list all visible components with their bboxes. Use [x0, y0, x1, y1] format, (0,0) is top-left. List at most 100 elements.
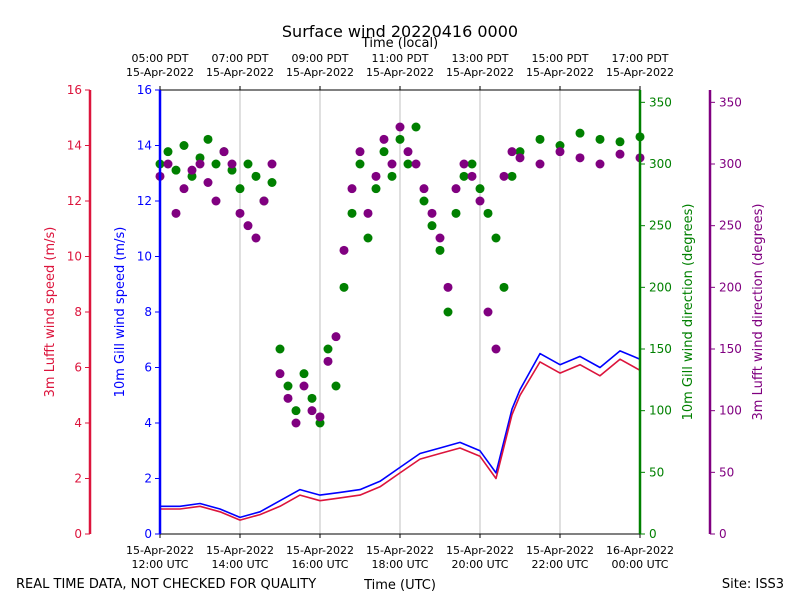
- data-point: [323, 344, 333, 354]
- 3m-lufft-wind-direction-points: [155, 122, 645, 428]
- y-tick-label: 200: [649, 280, 672, 294]
- y-tick-label: 150: [649, 342, 672, 356]
- y-tick-label: 250: [649, 219, 672, 233]
- x-tick-label-date: 15-Apr-2022: [126, 544, 194, 557]
- x-tick-label-time: 18:00 UTC: [371, 558, 428, 571]
- data-point: [371, 171, 381, 181]
- x-tick-label-time: 22:00 UTC: [531, 558, 588, 571]
- data-point: [419, 184, 429, 194]
- data-point: [347, 208, 357, 218]
- y-tick-label: 8: [144, 305, 152, 319]
- top-tick-label-date: 15-Apr-2022: [206, 66, 274, 79]
- data-point: [267, 159, 277, 169]
- x-tick-label-date: 16-Apr-2022: [606, 544, 674, 557]
- data-point: [347, 184, 357, 194]
- top-tick-label-time: 11:00 PDT: [371, 52, 428, 65]
- data-point: [195, 153, 205, 163]
- y-tick-label: 10: [67, 250, 82, 264]
- data-point: [395, 134, 405, 144]
- y-tick-label: 50: [719, 465, 734, 479]
- top-tick-label-time: 15:00 PDT: [531, 52, 588, 65]
- data-point: [307, 393, 317, 403]
- gill-speed-axis-label: 10m Gill wind speed (m/s): [113, 227, 128, 398]
- data-point: [211, 196, 221, 206]
- data-point: [555, 147, 565, 157]
- data-point: [315, 418, 325, 428]
- data-point: [515, 147, 525, 157]
- data-point: [331, 332, 341, 342]
- y-tick-label: 2: [74, 472, 82, 486]
- y-tick-label: 300: [719, 157, 742, 171]
- data-point: [451, 208, 461, 218]
- data-point: [243, 221, 253, 231]
- data-point: [267, 178, 277, 187]
- data-point: [395, 122, 405, 132]
- series-layer: [155, 122, 645, 521]
- y-tick-label: 4: [74, 416, 82, 430]
- y-tick-label: 0: [649, 527, 657, 541]
- data-point: [171, 165, 181, 175]
- data-point: [371, 184, 381, 194]
- data-point: [535, 134, 545, 144]
- data-point: [403, 147, 413, 157]
- data-point: [615, 149, 625, 159]
- data-point: [203, 178, 213, 187]
- data-point: [403, 159, 413, 169]
- y-tick-label: 16: [137, 83, 152, 97]
- data-point: [451, 184, 461, 194]
- x-tick-label-time: 12:00 UTC: [131, 558, 188, 571]
- data-point: [203, 134, 213, 144]
- data-point: [499, 282, 509, 292]
- lufft-speed-axis-label: 3m Lufft wind speed (m/s): [43, 227, 58, 398]
- data-point: [575, 128, 585, 138]
- data-point: [275, 369, 285, 379]
- data-point: [475, 196, 485, 206]
- data-point: [411, 159, 421, 169]
- data-point: [363, 208, 373, 218]
- data-point: [171, 208, 181, 218]
- data-point: [459, 171, 469, 181]
- y-tick-label: 0: [144, 527, 152, 541]
- y-tick-label: 2: [144, 472, 152, 486]
- 10m-gill-wind-speed-line: [160, 350, 641, 519]
- data-point: [491, 233, 501, 243]
- data-point: [259, 196, 269, 206]
- data-point: [299, 369, 309, 379]
- data-point: [507, 171, 517, 181]
- data-point: [315, 412, 325, 422]
- top-tick-label-time: 13:00 PDT: [451, 52, 508, 65]
- data-point: [283, 393, 293, 403]
- data-point: [355, 159, 365, 169]
- top-tick-label-time: 09:00 PDT: [291, 52, 348, 65]
- data-point: [235, 208, 245, 218]
- x-tick-label-date: 15-Apr-2022: [526, 544, 594, 557]
- data-point: [339, 282, 349, 292]
- top-tick-label-date: 15-Apr-2022: [606, 66, 674, 79]
- y-tick-label: 12: [67, 194, 82, 208]
- data-point: [443, 282, 453, 292]
- data-point: [483, 307, 493, 317]
- y-tick-label: 350: [649, 95, 672, 109]
- data-point: [187, 165, 197, 175]
- data-point: [379, 147, 389, 157]
- data-point: [443, 307, 453, 317]
- data-point: [459, 159, 469, 169]
- top-tick-label-date: 15-Apr-2022: [446, 66, 514, 79]
- site-label: Site: ISS3: [722, 577, 784, 592]
- top-tick-label-time: 17:00 PDT: [611, 52, 668, 65]
- y-tick-label: 4: [144, 416, 152, 430]
- data-point: [219, 147, 229, 157]
- data-point: [387, 171, 397, 181]
- 3m-lufft-wind-speed-line: [160, 358, 641, 521]
- data-point: [595, 159, 605, 169]
- data-point: [379, 134, 389, 144]
- data-point: [595, 134, 605, 144]
- y-tick-label: 250: [719, 219, 742, 233]
- data-point: [163, 159, 173, 169]
- data-point: [491, 344, 501, 354]
- top-axis-label: Time (local): [361, 36, 438, 51]
- data-point: [163, 147, 173, 157]
- data-point: [615, 137, 625, 147]
- data-point: [475, 184, 485, 194]
- top-tick-label-time: 07:00 PDT: [211, 52, 268, 65]
